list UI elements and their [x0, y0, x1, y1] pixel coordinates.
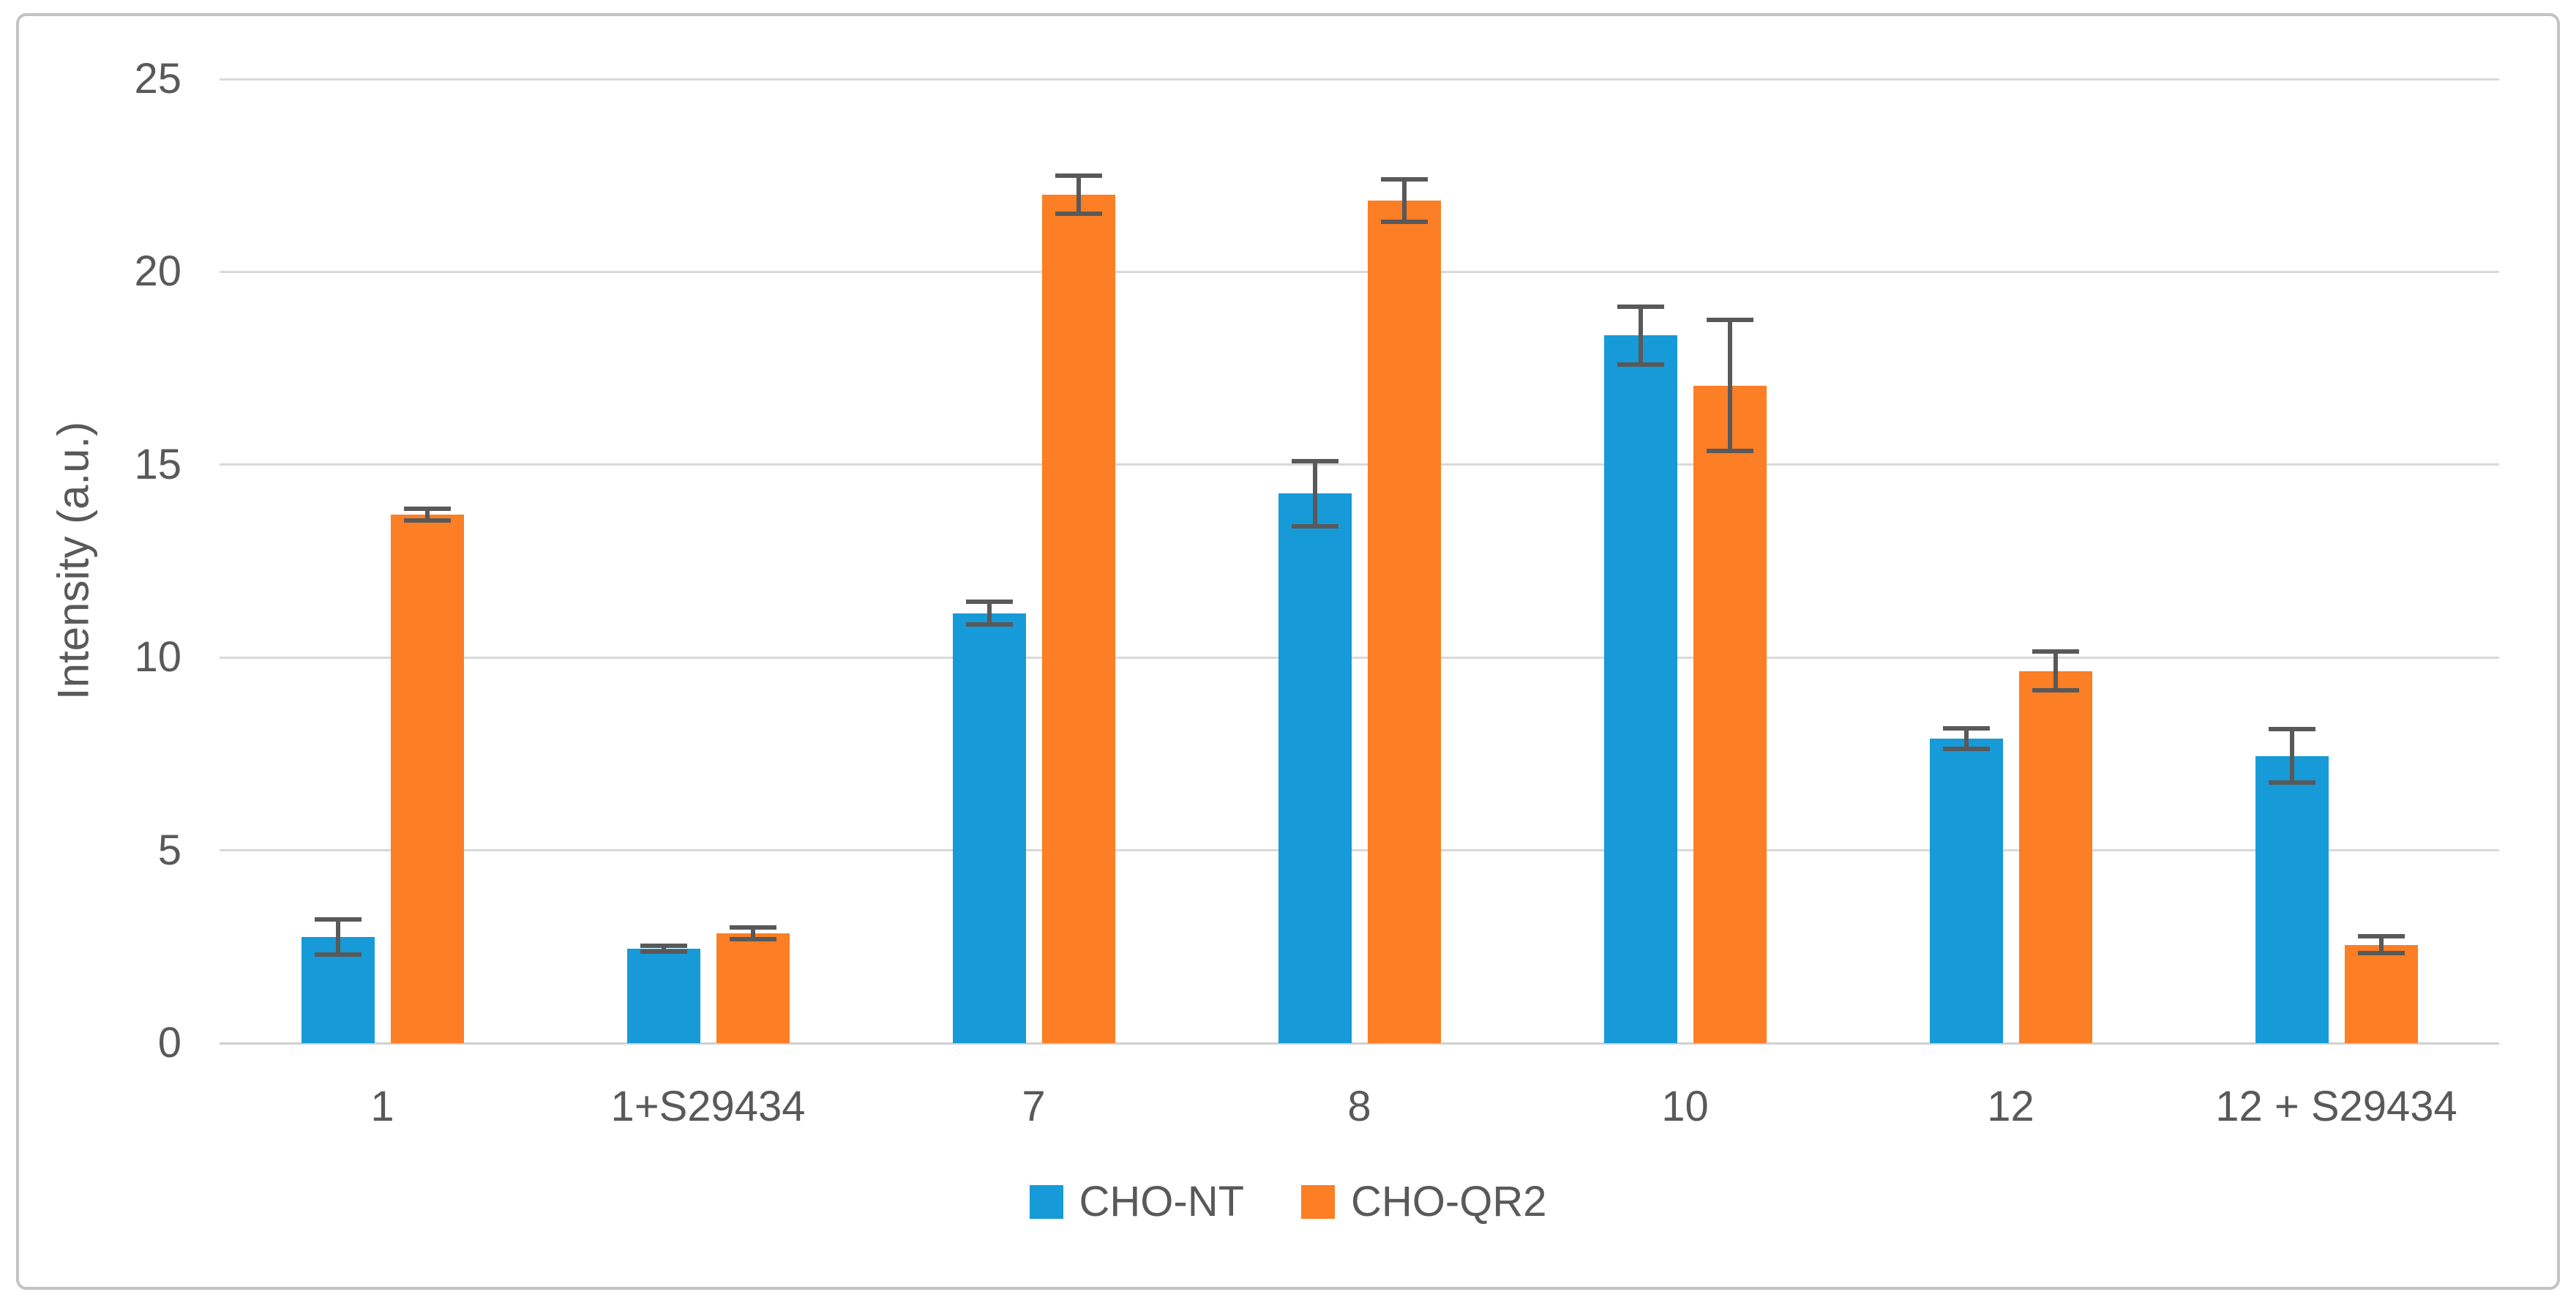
- bar-cho-nt: [1929, 738, 2003, 1043]
- bar-cho-nt: [952, 613, 1026, 1043]
- x-axis-label: 12: [1987, 1083, 2034, 1130]
- bar-cho-nt: [626, 948, 700, 1043]
- error-bar-cap: [1942, 747, 1990, 752]
- error-bar-cap: [1706, 318, 1753, 323]
- error-bar-cap: [314, 952, 362, 957]
- error-bar-cap: [1291, 458, 1338, 463]
- bar-cho-qr2: [2344, 944, 2418, 1043]
- error-bar-cap: [965, 622, 1013, 627]
- error-bar-cap: [2357, 951, 2405, 956]
- bar-cho-qr2: [1693, 385, 1767, 1043]
- bar-cho-nt: [1278, 493, 1352, 1043]
- error-bar-cho-qr2: [1727, 320, 1732, 452]
- error-bar-cho-qr2: [1401, 179, 1407, 222]
- error-bar-cap: [1380, 219, 1428, 224]
- error-bar-cho-nt: [1638, 306, 1643, 365]
- error-bar-cap: [1291, 524, 1338, 529]
- bar-cho-qr2: [1041, 195, 1115, 1043]
- bar-cho-nt: [1603, 335, 1677, 1043]
- y-tick-label: 0: [157, 1019, 181, 1067]
- y-tick-label: 5: [157, 826, 181, 874]
- y-tick-label: 15: [134, 440, 181, 488]
- x-axis-label: 1+S29434: [610, 1083, 806, 1130]
- legend-swatch-cho-nt: [1029, 1184, 1063, 1219]
- legend-label: CHO-QR2: [1351, 1178, 1547, 1225]
- error-bar-cap: [1942, 725, 1990, 731]
- error-bar-cap: [314, 917, 362, 922]
- legend: CHO-NT CHO-QR2: [0, 1177, 2576, 1226]
- error-bar-cap: [640, 944, 687, 949]
- x-axis-label: 8: [1347, 1083, 1371, 1130]
- error-bar-cap: [640, 949, 687, 954]
- error-bar-cho-nt: [2289, 728, 2294, 783]
- error-bar-cap: [403, 518, 451, 523]
- y-tick-label: 20: [134, 247, 181, 296]
- error-bar-cho-qr2: [2053, 652, 2058, 690]
- error-bar-cap: [729, 936, 776, 941]
- error-bar-cap: [965, 599, 1013, 604]
- error-bar-cap: [2268, 780, 2315, 785]
- y-tick-label: 25: [134, 55, 181, 102]
- error-bar-cho-nt: [335, 919, 340, 955]
- error-bar-cap: [1617, 362, 1664, 367]
- error-bar-cap: [2032, 649, 2079, 654]
- bar-cho-qr2: [390, 515, 464, 1043]
- x-axis-line: [220, 1042, 2499, 1045]
- legend-swatch-cho-qr2: [1301, 1184, 1336, 1219]
- error-bar-cho-nt: [1963, 728, 1969, 750]
- error-bar-cap: [1706, 449, 1753, 454]
- x-axis-label: 10: [1661, 1083, 1709, 1130]
- error-bar-cho-qr2: [2378, 936, 2384, 954]
- error-bar-cho-nt: [986, 601, 992, 625]
- error-bar-cap: [2357, 934, 2405, 939]
- bar-cho-qr2: [2018, 671, 2092, 1043]
- error-bar-cap: [1055, 212, 1102, 217]
- error-bar-cap: [1055, 173, 1102, 178]
- legend-item-cho-qr2: CHO-QR2: [1301, 1177, 1546, 1226]
- legend-item-cho-nt: CHO-NT: [1029, 1177, 1245, 1226]
- error-bar-cap: [1617, 304, 1664, 309]
- error-bar-cho-qr2: [424, 509, 430, 521]
- error-bar-cho-qr2: [1076, 175, 1081, 214]
- error-bar-cap: [1380, 176, 1428, 182]
- x-axis-label: 1: [370, 1083, 394, 1130]
- error-bar-cho-nt: [661, 946, 666, 952]
- error-bar-cho-qr2: [750, 927, 755, 939]
- bar-cho-qr2: [1367, 200, 1441, 1043]
- x-axis-label: 12 + S29434: [2215, 1083, 2457, 1130]
- gridline: [220, 656, 2499, 659]
- gridline: [220, 463, 2499, 466]
- gridline: [220, 270, 2499, 273]
- bar-cho-nt: [2255, 755, 2329, 1043]
- legend-label: CHO-NT: [1079, 1178, 1245, 1225]
- gridline: [220, 78, 2499, 81]
- gridline: [220, 849, 2499, 852]
- y-tick-label: 10: [134, 633, 181, 682]
- figure-border: [16, 13, 2560, 1290]
- bar-cho-qr2: [716, 933, 790, 1043]
- error-bar-cap: [2268, 726, 2315, 731]
- error-bar-cho-nt: [1312, 460, 1317, 527]
- x-axis-label: 7: [1022, 1083, 1046, 1130]
- error-bar-cap: [729, 925, 776, 930]
- error-bar-cap: [403, 507, 451, 512]
- error-bar-cap: [2032, 687, 2079, 692]
